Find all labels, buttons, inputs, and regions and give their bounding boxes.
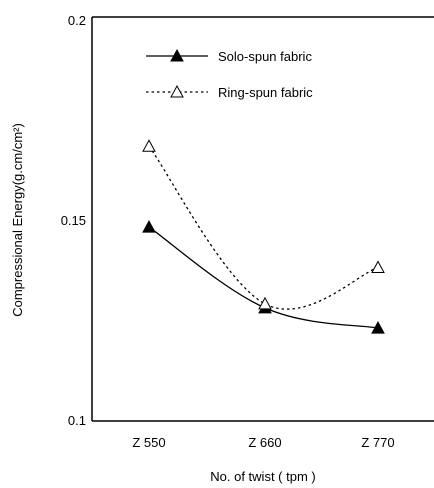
data-point-ring-2 xyxy=(258,296,272,310)
x-tick-label-z660: Z 660 xyxy=(248,435,281,450)
data-point-solo-3 xyxy=(371,321,385,334)
y-tick-label-bottom: 0.1 xyxy=(68,413,86,428)
legend-ring-label: Ring-spun fabric xyxy=(218,85,313,100)
y-tick-label-top: 0.2 xyxy=(68,13,86,28)
legend-ring-marker xyxy=(170,84,184,98)
y-axis-title: Compressional Energy(g.cm/cm²) xyxy=(10,123,25,317)
series-ring-spun xyxy=(142,139,385,310)
legend-solo-label: Solo-spun fabric xyxy=(218,49,312,64)
series-solo-spun xyxy=(142,220,385,334)
series-layer xyxy=(142,139,385,334)
legend-item-ring-spun: Ring-spun fabric xyxy=(146,84,313,100)
x-tick-label-z770: Z 770 xyxy=(361,435,394,450)
series-line-ring-spun xyxy=(148,145,379,310)
data-point-solo-1 xyxy=(142,220,156,233)
data-point-ring-1 xyxy=(142,139,156,152)
legend-item-solo-spun: Solo-spun fabric xyxy=(146,48,312,64)
legend-solo-marker xyxy=(170,48,184,62)
legend: Solo-spun fabric Ring-spun fabric xyxy=(146,48,313,100)
y-tick-label-middle: 0.15 xyxy=(61,213,86,228)
data-point-ring-3 xyxy=(371,260,385,273)
x-axis-title: No. of twist ( tpm ) xyxy=(210,469,315,484)
x-tick-label-z550: Z 550 xyxy=(132,435,165,450)
